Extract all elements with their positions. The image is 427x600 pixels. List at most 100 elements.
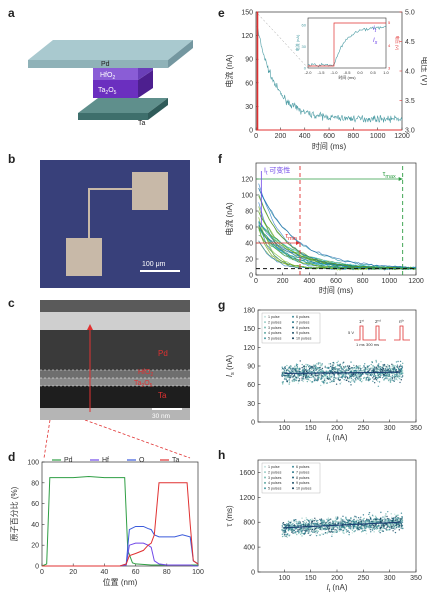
h-scatter-point xyxy=(382,516,384,518)
g-scatter-point xyxy=(378,363,380,365)
tem-scale-label: 30 nm xyxy=(152,413,170,420)
h-scatter-point xyxy=(391,517,393,519)
g-scatter-point xyxy=(355,368,358,370)
g-scatter-point xyxy=(344,370,347,372)
e-ytick-label: 90 xyxy=(245,57,253,64)
h-scatter-point xyxy=(316,521,318,523)
g-scatter-point xyxy=(387,367,389,370)
g-scatter-point xyxy=(325,375,328,377)
g-scatter-point xyxy=(285,369,288,371)
f-decay-trace xyxy=(258,194,417,270)
h-scatter-point xyxy=(331,527,334,529)
g-scatter-point xyxy=(346,365,349,367)
e-inset-ytick-label: 0 xyxy=(304,66,307,71)
h-scatter-point xyxy=(315,529,317,532)
g-scatter-point xyxy=(306,376,309,378)
h-scatter-point xyxy=(354,530,356,532)
g-scatter-point xyxy=(330,376,333,378)
h-scatter-point xyxy=(364,524,366,526)
g-scatter-point xyxy=(359,369,362,371)
top-pad xyxy=(132,172,168,210)
g-scatter-point xyxy=(320,378,323,380)
h-scatter-point xyxy=(348,533,350,536)
h-xlabel: It (nA) xyxy=(326,583,347,594)
g-scatter-point xyxy=(340,367,342,369)
g-legend-swatch xyxy=(264,331,266,334)
g-scatter-point xyxy=(379,365,381,368)
g-scatter-point xyxy=(303,374,305,377)
h-scatter-point xyxy=(308,522,311,525)
g-scatter-point xyxy=(337,376,339,379)
h-scatter-point xyxy=(337,517,339,519)
g-scatter-point xyxy=(346,379,348,382)
h-scatter-point xyxy=(394,516,397,518)
g-scatter-point xyxy=(316,363,318,365)
h-scatter-point xyxy=(337,529,339,532)
g-scatter-point xyxy=(397,377,400,379)
h-scatter-point xyxy=(397,517,399,519)
tem-image: Pd HfO2 Ta2O5 Ta 30 nm xyxy=(40,300,190,420)
h-scatter-point xyxy=(355,525,357,527)
d-ytick-label: 20 xyxy=(31,543,39,550)
g-scatter-point xyxy=(293,368,296,370)
g-scatter-point xyxy=(384,369,386,372)
g-pulse-interval-label: 300 ms xyxy=(366,342,379,347)
h-xtick-label: 150 xyxy=(305,575,317,582)
h-legend-label: 9 pulses xyxy=(296,481,310,485)
h-scatter-point xyxy=(365,533,368,535)
g-scatter-point xyxy=(328,374,331,376)
h-scatter-point xyxy=(353,526,355,529)
f-ytick-label: 100 xyxy=(241,193,253,200)
g-scatter-point xyxy=(309,380,311,382)
g-scatter-point xyxy=(357,374,360,376)
g-scatter-point xyxy=(322,379,325,382)
g-scatter-point xyxy=(379,376,381,378)
g-scatter-point xyxy=(333,373,335,376)
g-scatter-point xyxy=(282,381,284,383)
g-scatter-point xyxy=(302,369,304,372)
h-scatter-point xyxy=(340,518,343,521)
h-scatter-point xyxy=(328,527,331,530)
f-xlabel: 时间 (ms) xyxy=(319,285,354,295)
h-legend-swatch xyxy=(264,476,266,479)
h-scatter-point xyxy=(369,515,371,518)
g-scatter-point xyxy=(331,374,333,376)
g-scatter-point xyxy=(382,364,384,366)
tem-label-hfo2: HfO2 xyxy=(138,369,153,378)
h-scatter-point xyxy=(342,529,345,532)
h-scatter-point xyxy=(379,517,382,520)
h-scatter-point xyxy=(379,531,381,534)
g-scatter-point xyxy=(302,380,304,383)
h-scatter-point xyxy=(394,531,397,534)
g-scatter-point xyxy=(368,369,371,371)
h-scatter-point xyxy=(348,522,350,524)
e-inset-label-it: It xyxy=(373,26,377,34)
g-scatter-point xyxy=(286,364,288,367)
h-scatter-point xyxy=(305,527,307,529)
g-xtick-label: 300 xyxy=(384,425,396,432)
g-scatter-point xyxy=(326,370,328,372)
e-y2tick-label: 4.5 xyxy=(405,39,415,46)
h-xtick-label: 200 xyxy=(331,575,343,582)
g-scatter-point xyxy=(400,373,402,375)
h-ytick-label: 800 xyxy=(243,520,255,527)
vertical-line xyxy=(88,190,90,240)
h-scatter-point xyxy=(297,522,300,524)
g-scatter-point xyxy=(303,371,305,373)
h-scatter-point xyxy=(368,513,370,516)
h-scatter-point xyxy=(312,519,314,521)
h-scatter-point xyxy=(345,517,347,520)
e-inset-xtick-label: -1.5 xyxy=(318,70,326,75)
g-scatter-point xyxy=(339,373,341,375)
g-scatter-point xyxy=(290,365,293,368)
g-scatter-point xyxy=(321,369,323,371)
h-scatter-point xyxy=(400,519,403,522)
g-xtick-label: 200 xyxy=(331,425,343,432)
g-scatter-point xyxy=(382,367,384,369)
g-scatter-point xyxy=(360,381,363,383)
g-scatter-point xyxy=(394,375,397,378)
g-scatter-point xyxy=(342,366,345,368)
g-scatter-point xyxy=(350,375,352,378)
g-scatter-point xyxy=(297,375,299,377)
g-scatter-point xyxy=(363,376,365,379)
